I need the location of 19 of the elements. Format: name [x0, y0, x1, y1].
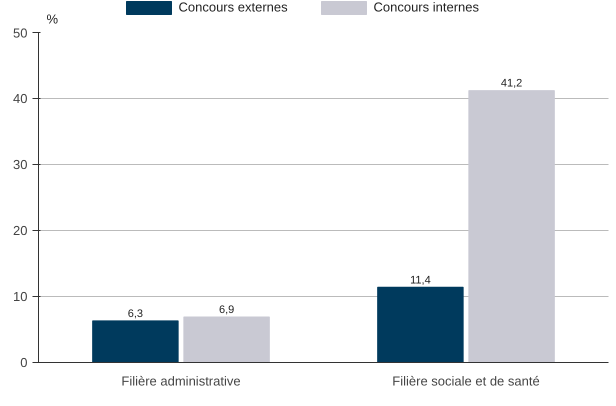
y-tick-label: 20 [13, 223, 28, 238]
data-label: 6,3 [128, 308, 144, 320]
y-tick-label: 10 [13, 289, 28, 304]
bar [183, 316, 270, 362]
y-tick-label: 0 [20, 355, 28, 370]
data-label: 41,2 [500, 78, 522, 90]
y-tick-label: 40 [13, 91, 28, 106]
y-tick-label: 50 [13, 26, 28, 40]
x-tick-label: Filière sociale et de santé [392, 374, 540, 388]
bar [468, 90, 555, 362]
data-label: 6,9 [218, 304, 234, 316]
bar [377, 286, 464, 362]
y-axis-title: % [46, 12, 58, 26]
bar [92, 320, 179, 362]
data-label: 11,4 [410, 274, 431, 286]
y-tick-label: 30 [13, 157, 28, 172]
x-tick-label: Filière administrative [121, 374, 241, 388]
legend-label: Concours externes [178, 0, 288, 14]
legend-label: Concours internes [374, 0, 480, 14]
